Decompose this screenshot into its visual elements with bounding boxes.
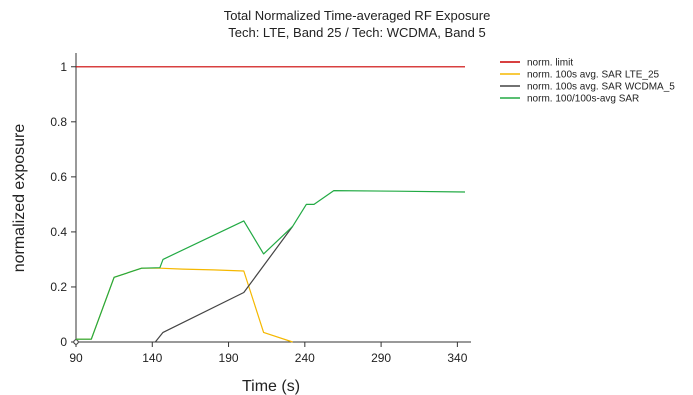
x-tick-label: 90 bbox=[69, 351, 83, 365]
x-axis-label: Time (s) bbox=[242, 378, 300, 395]
y-tick-label: 0 bbox=[60, 335, 67, 349]
legend-label: norm. 100/100s-avg SAR bbox=[527, 94, 639, 105]
x-tick-label: 190 bbox=[219, 351, 239, 365]
y-tick-label: 0.2 bbox=[50, 280, 67, 294]
chart-subtitle: Tech: LTE, Band 25 / Tech: WCDMA, Band 5 bbox=[228, 25, 485, 40]
legend-label: norm. 100s avg. SAR WCDMA_5 bbox=[527, 82, 675, 93]
x-tick-label: 340 bbox=[447, 351, 467, 365]
y-tick-label: 0.8 bbox=[50, 115, 67, 129]
y-axis-label: normalized exposure bbox=[11, 124, 28, 273]
axes: 90 140 190 240 290 340 0 0.2 0.4 0.6 0.8 1 bbox=[50, 53, 471, 365]
y-tick-label: 0.6 bbox=[50, 170, 67, 184]
series-layer bbox=[76, 66, 466, 343]
y-tick-label: 0.4 bbox=[50, 225, 67, 239]
chart-title: Total Normalized Time-averaged RF Exposu… bbox=[224, 8, 491, 23]
series-line-2 bbox=[76, 267, 293, 343]
x-tick-label: 240 bbox=[295, 351, 315, 365]
series-line-3 bbox=[154, 226, 294, 343]
legend-label: norm. 100s avg. SAR LTE_25 bbox=[527, 70, 660, 81]
y-tick-label: 1 bbox=[60, 60, 67, 74]
x-tick-label: 290 bbox=[371, 351, 391, 365]
series-line-4 bbox=[76, 190, 466, 340]
legend-label: norm. limit bbox=[527, 58, 573, 69]
x-tick-label: 140 bbox=[142, 351, 162, 365]
origin-marker bbox=[73, 339, 79, 345]
